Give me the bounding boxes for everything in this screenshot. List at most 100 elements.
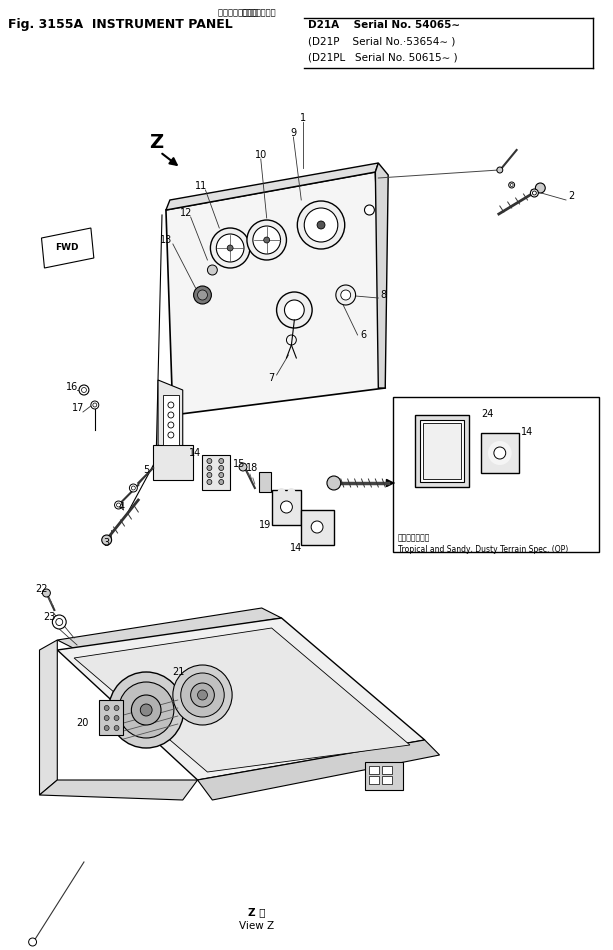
Circle shape xyxy=(207,466,212,470)
Circle shape xyxy=(509,182,515,188)
Circle shape xyxy=(93,403,97,407)
Bar xyxy=(383,776,392,784)
Text: 24: 24 xyxy=(481,409,493,419)
Text: View Z: View Z xyxy=(239,921,275,931)
Text: 14: 14 xyxy=(189,448,202,458)
Circle shape xyxy=(102,535,112,545)
Circle shape xyxy=(239,463,247,471)
Circle shape xyxy=(336,285,356,305)
Circle shape xyxy=(216,234,244,262)
Circle shape xyxy=(109,672,184,748)
Circle shape xyxy=(52,615,66,629)
Circle shape xyxy=(56,618,63,625)
Circle shape xyxy=(327,476,341,490)
Circle shape xyxy=(510,183,513,186)
Polygon shape xyxy=(153,445,192,480)
Circle shape xyxy=(173,665,232,725)
Circle shape xyxy=(191,683,215,707)
Circle shape xyxy=(114,726,119,731)
Text: 9: 9 xyxy=(291,128,297,138)
Circle shape xyxy=(311,521,323,533)
Polygon shape xyxy=(57,618,425,780)
Circle shape xyxy=(197,690,207,700)
Text: 19: 19 xyxy=(259,520,271,530)
Text: インストルメント パネル: インストルメント パネル xyxy=(218,8,276,17)
Text: 12: 12 xyxy=(180,208,192,218)
Polygon shape xyxy=(301,510,334,545)
Bar xyxy=(393,397,598,552)
Circle shape xyxy=(168,412,174,418)
Text: 13: 13 xyxy=(160,235,172,245)
Circle shape xyxy=(207,472,212,478)
Text: Z 見: Z 見 xyxy=(248,907,265,917)
Circle shape xyxy=(497,167,503,173)
Text: D21A    Serial No. 54065∼: D21A Serial No. 54065∼ xyxy=(308,20,460,30)
Circle shape xyxy=(219,466,224,470)
Bar xyxy=(423,423,462,479)
Text: 3: 3 xyxy=(104,538,110,548)
Circle shape xyxy=(535,183,545,193)
Polygon shape xyxy=(39,780,197,800)
Bar xyxy=(383,766,392,774)
Circle shape xyxy=(247,220,286,260)
Circle shape xyxy=(317,221,325,229)
Circle shape xyxy=(284,300,304,320)
Bar xyxy=(202,455,230,490)
Text: Fig. 3155A  INSTRUMENT PANEL: Fig. 3155A INSTRUMENT PANEL xyxy=(8,18,233,31)
Polygon shape xyxy=(42,228,94,268)
Circle shape xyxy=(104,706,109,711)
Text: Tropical and Sandy, Dusty Terrain Spec. (OP): Tropical and Sandy, Dusty Terrain Spec. … xyxy=(398,544,568,554)
Polygon shape xyxy=(166,163,378,210)
Bar xyxy=(365,762,403,790)
Circle shape xyxy=(114,715,119,720)
Bar xyxy=(370,776,379,784)
Circle shape xyxy=(168,422,174,428)
Text: 2: 2 xyxy=(568,191,574,201)
Circle shape xyxy=(210,228,250,268)
Text: (D21P    Serial No.·53654∼ ): (D21P Serial No.·53654∼ ) xyxy=(308,36,455,46)
Circle shape xyxy=(533,191,536,195)
Text: 劇用番号: 劇用番号 xyxy=(242,8,262,17)
Text: 21: 21 xyxy=(173,667,185,677)
Circle shape xyxy=(181,673,224,717)
Circle shape xyxy=(79,385,89,395)
Circle shape xyxy=(118,682,174,738)
Circle shape xyxy=(129,484,137,492)
Text: 8: 8 xyxy=(380,290,386,300)
Bar xyxy=(481,433,519,473)
Circle shape xyxy=(264,237,270,243)
Circle shape xyxy=(140,704,152,716)
Circle shape xyxy=(297,201,345,249)
Text: 熱帯・砂地仕様: 熱帯・砂地仕様 xyxy=(398,534,430,542)
Circle shape xyxy=(168,402,174,408)
Circle shape xyxy=(281,501,292,513)
Bar xyxy=(99,700,123,735)
Bar xyxy=(163,395,179,445)
Bar xyxy=(259,472,271,492)
Circle shape xyxy=(91,401,99,409)
Circle shape xyxy=(42,589,50,597)
Circle shape xyxy=(530,189,538,197)
Text: 23: 23 xyxy=(43,612,56,622)
Circle shape xyxy=(219,472,224,478)
Circle shape xyxy=(114,706,119,711)
Text: 7: 7 xyxy=(268,373,275,383)
Circle shape xyxy=(207,480,212,484)
Polygon shape xyxy=(375,163,388,388)
Circle shape xyxy=(131,486,135,490)
Polygon shape xyxy=(74,628,410,772)
Circle shape xyxy=(207,459,212,464)
Circle shape xyxy=(197,290,207,300)
Text: 10: 10 xyxy=(254,150,267,160)
Circle shape xyxy=(219,480,224,484)
Circle shape xyxy=(287,488,295,496)
Text: 4: 4 xyxy=(118,502,124,512)
Circle shape xyxy=(194,286,211,304)
Circle shape xyxy=(207,265,217,275)
Circle shape xyxy=(104,715,109,720)
Polygon shape xyxy=(39,640,57,795)
Text: 18: 18 xyxy=(246,463,258,473)
Bar xyxy=(415,415,469,487)
Circle shape xyxy=(227,245,233,251)
Circle shape xyxy=(219,459,224,464)
